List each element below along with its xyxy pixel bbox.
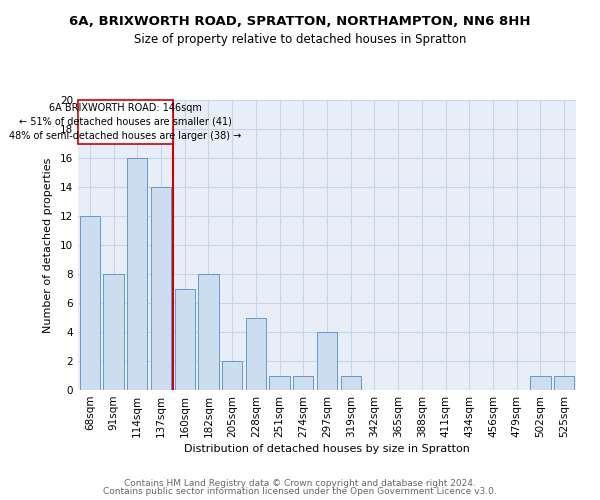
Y-axis label: Number of detached properties: Number of detached properties (43, 158, 53, 332)
Bar (246, 318, 266, 390)
Bar (530, 376, 551, 390)
Bar (80, 216, 100, 390)
Text: 6A BRIXWORTH ROAD: 146sqm: 6A BRIXWORTH ROAD: 146sqm (49, 103, 202, 113)
Bar (222, 361, 242, 390)
Text: Contains HM Land Registry data © Crown copyright and database right 2024.: Contains HM Land Registry data © Crown c… (124, 478, 476, 488)
Bar (341, 376, 361, 390)
Bar (127, 158, 148, 390)
Bar (175, 288, 195, 390)
Bar (151, 187, 171, 390)
Text: Size of property relative to detached houses in Spratton: Size of property relative to detached ho… (134, 32, 466, 46)
Bar (317, 332, 337, 390)
Text: 6A, BRIXWORTH ROAD, SPRATTON, NORTHAMPTON, NN6 8HH: 6A, BRIXWORTH ROAD, SPRATTON, NORTHAMPTO… (69, 15, 531, 28)
X-axis label: Distribution of detached houses by size in Spratton: Distribution of detached houses by size … (184, 444, 470, 454)
Bar (554, 376, 574, 390)
Text: ← 51% of detached houses are smaller (41): ← 51% of detached houses are smaller (41… (19, 117, 232, 127)
Bar (103, 274, 124, 390)
Text: Contains public sector information licensed under the Open Government Licence v3: Contains public sector information licen… (103, 487, 497, 496)
Bar (199, 274, 218, 390)
Bar (293, 376, 313, 390)
Text: 48% of semi-detached houses are larger (38) →: 48% of semi-detached houses are larger (… (10, 130, 242, 140)
Bar (269, 376, 290, 390)
FancyBboxPatch shape (78, 100, 173, 144)
